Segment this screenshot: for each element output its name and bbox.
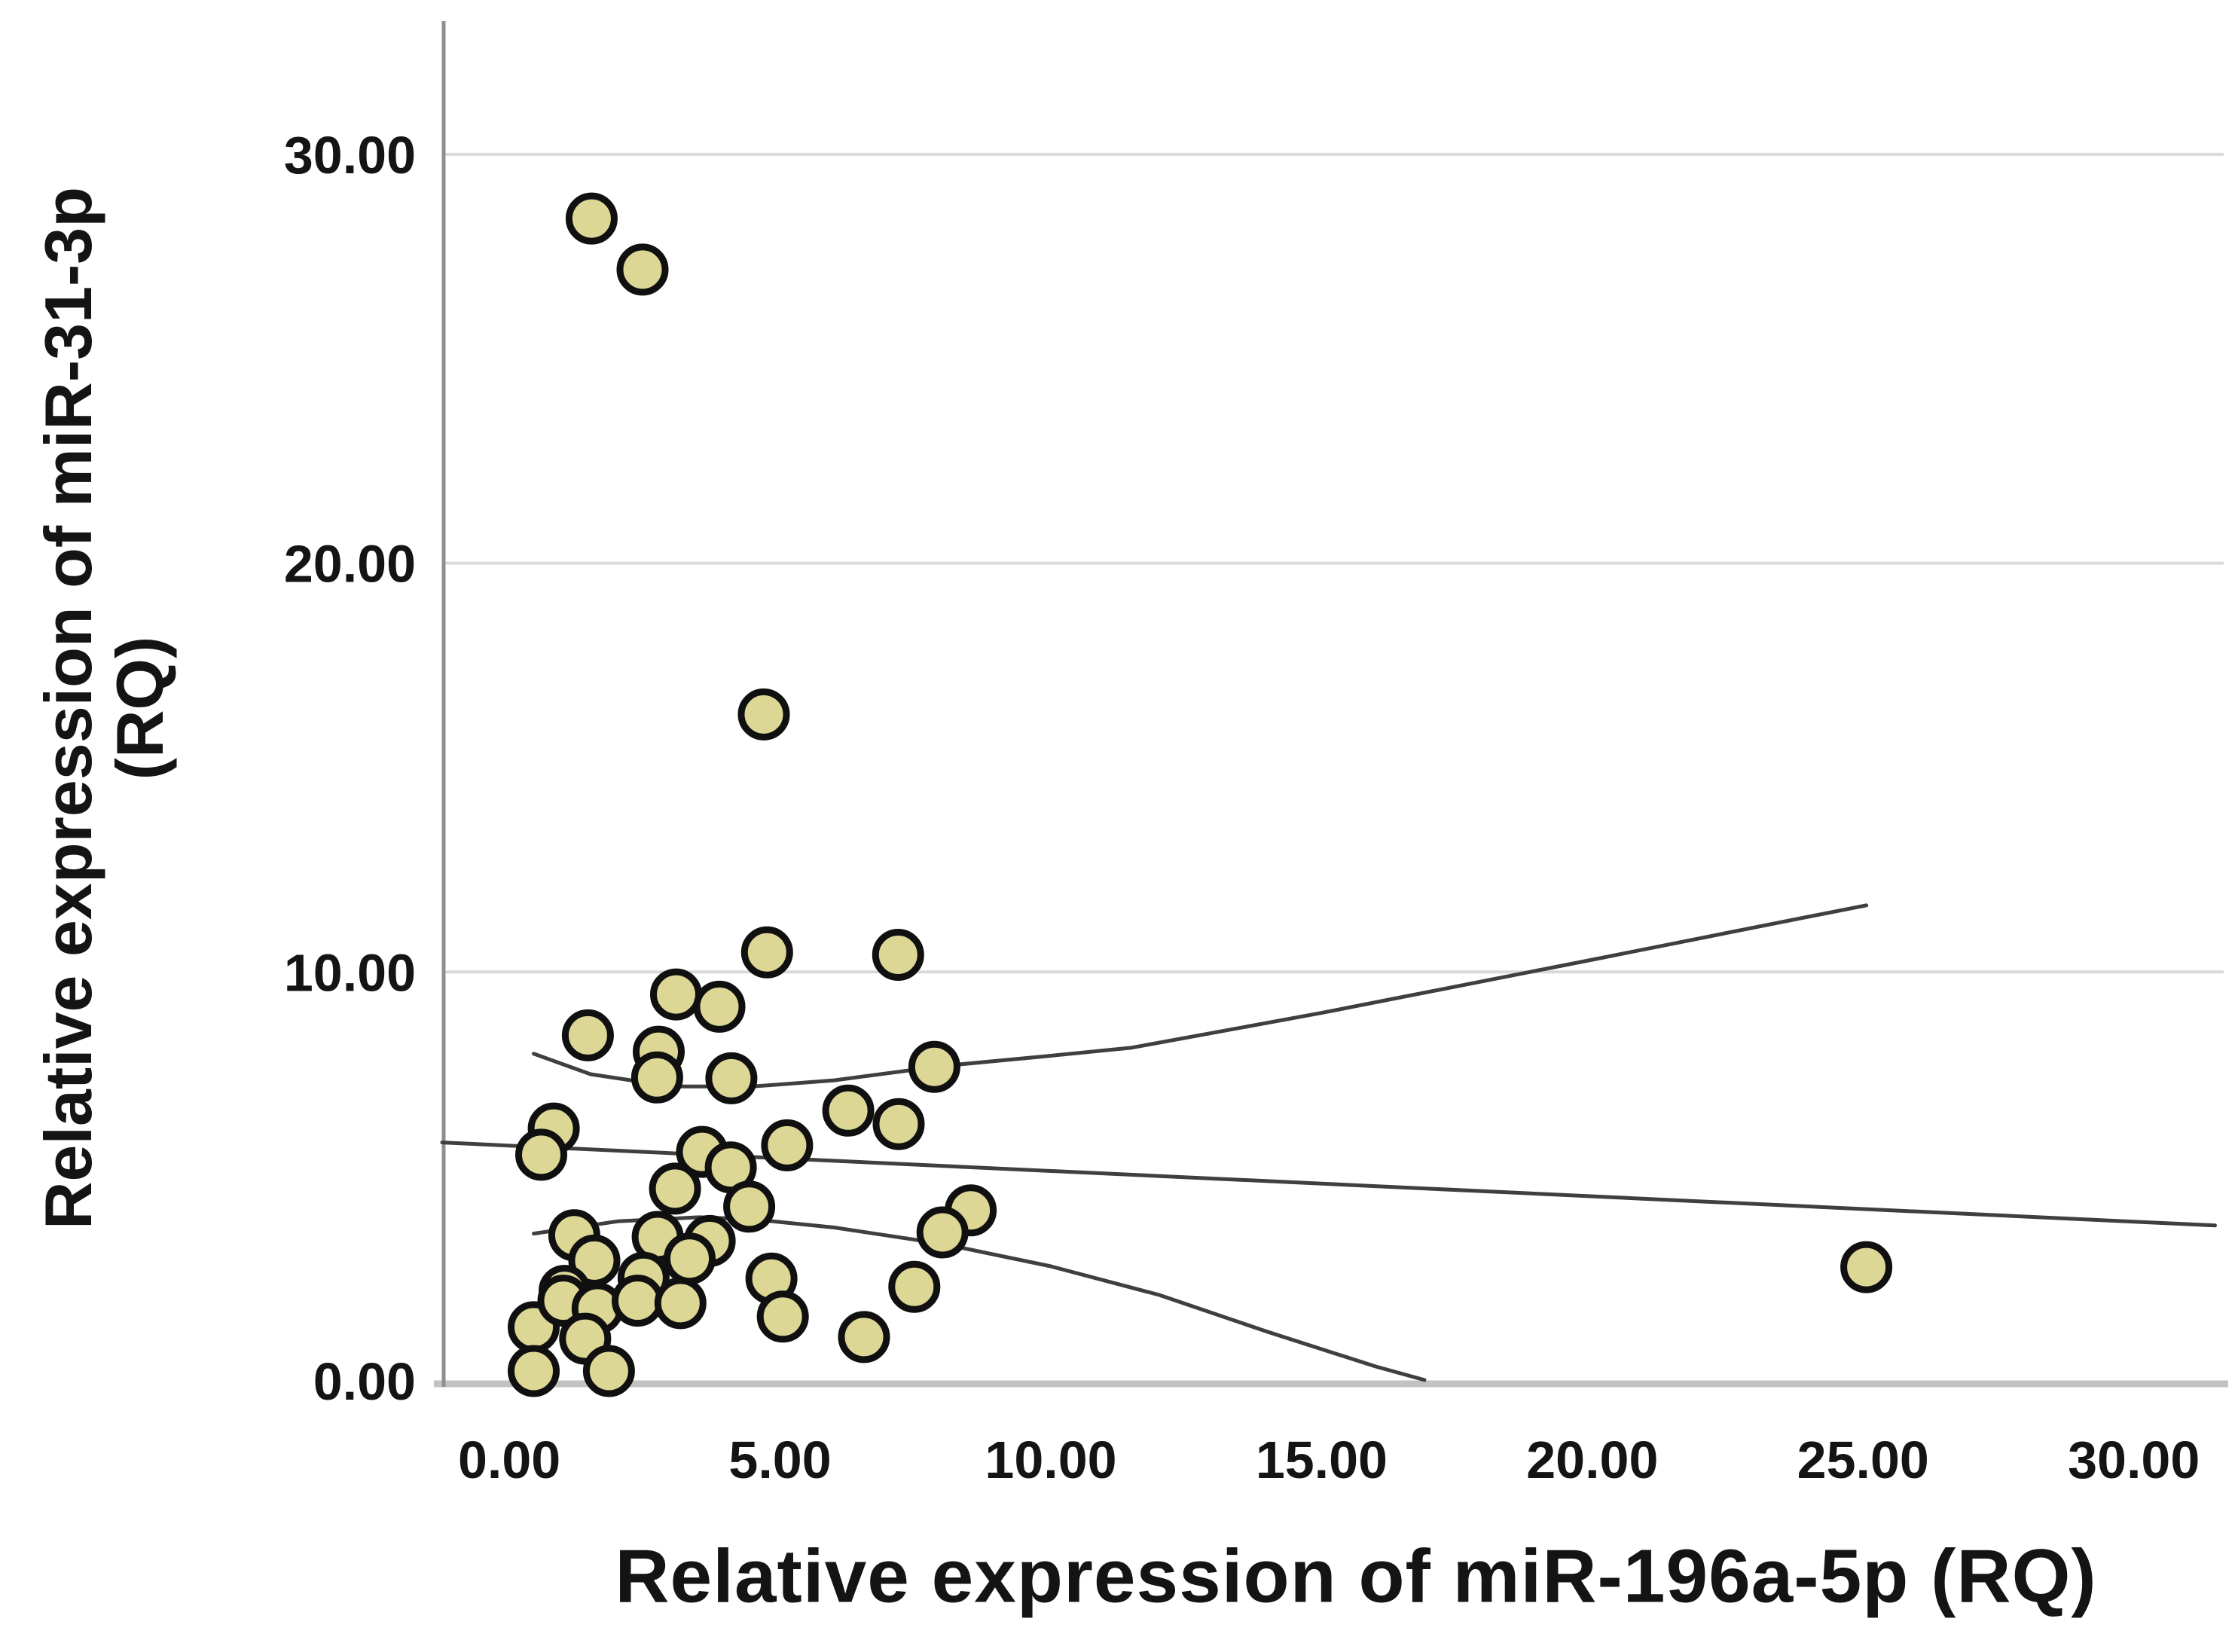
data-point xyxy=(616,243,669,296)
data-point xyxy=(565,192,618,245)
data-point xyxy=(630,1051,683,1104)
data-point xyxy=(649,1162,701,1215)
data-point xyxy=(612,1275,664,1327)
data-point xyxy=(664,1232,716,1285)
data-point xyxy=(908,1040,960,1093)
x-tick-label: 10.00 xyxy=(985,1431,1116,1489)
data-point xyxy=(508,1345,560,1397)
data-point xyxy=(650,968,702,1021)
data-point xyxy=(888,1260,941,1313)
data-point xyxy=(761,1119,814,1171)
x-tick-label: 25.00 xyxy=(1797,1431,1929,1489)
y-axis-title-line1: Relative expression of miR-31-3p xyxy=(30,186,105,1230)
x-tick-label: 0.00 xyxy=(458,1431,560,1489)
y-tick-label: 30.00 xyxy=(284,126,416,185)
data-point xyxy=(838,1311,890,1363)
x-tick-label: 5.00 xyxy=(728,1431,831,1489)
y-axis-title: Relative expression of miR-31-3p (RQ) xyxy=(30,186,177,1230)
data-point xyxy=(561,1009,614,1061)
y-tick-label: 20.00 xyxy=(284,535,416,594)
y-tick-label: 10.00 xyxy=(284,943,416,1002)
data-point xyxy=(740,926,793,979)
data-point xyxy=(515,1128,567,1181)
x-tick-label: 20.00 xyxy=(1526,1431,1658,1489)
data-point xyxy=(723,1180,776,1233)
y-tick-label: 0.00 xyxy=(313,1352,416,1411)
data-point xyxy=(1840,1241,1893,1293)
data-point xyxy=(654,1277,707,1330)
data-point xyxy=(872,929,924,981)
x-tick-label: 15.00 xyxy=(1256,1431,1388,1489)
data-point xyxy=(693,980,746,1033)
y-axis-title-line2: (RQ) xyxy=(102,636,177,780)
x-tick-label: 30.00 xyxy=(2068,1431,2200,1489)
data-point xyxy=(582,1345,635,1397)
data-point xyxy=(916,1206,969,1259)
x-axis-title: Relative expression of miR-196a-5p (RQ) xyxy=(615,1534,2097,1619)
data-point xyxy=(705,1052,758,1104)
data-point xyxy=(756,1290,809,1343)
data-point xyxy=(737,688,790,740)
data-point xyxy=(822,1084,875,1137)
data-point xyxy=(872,1098,925,1150)
